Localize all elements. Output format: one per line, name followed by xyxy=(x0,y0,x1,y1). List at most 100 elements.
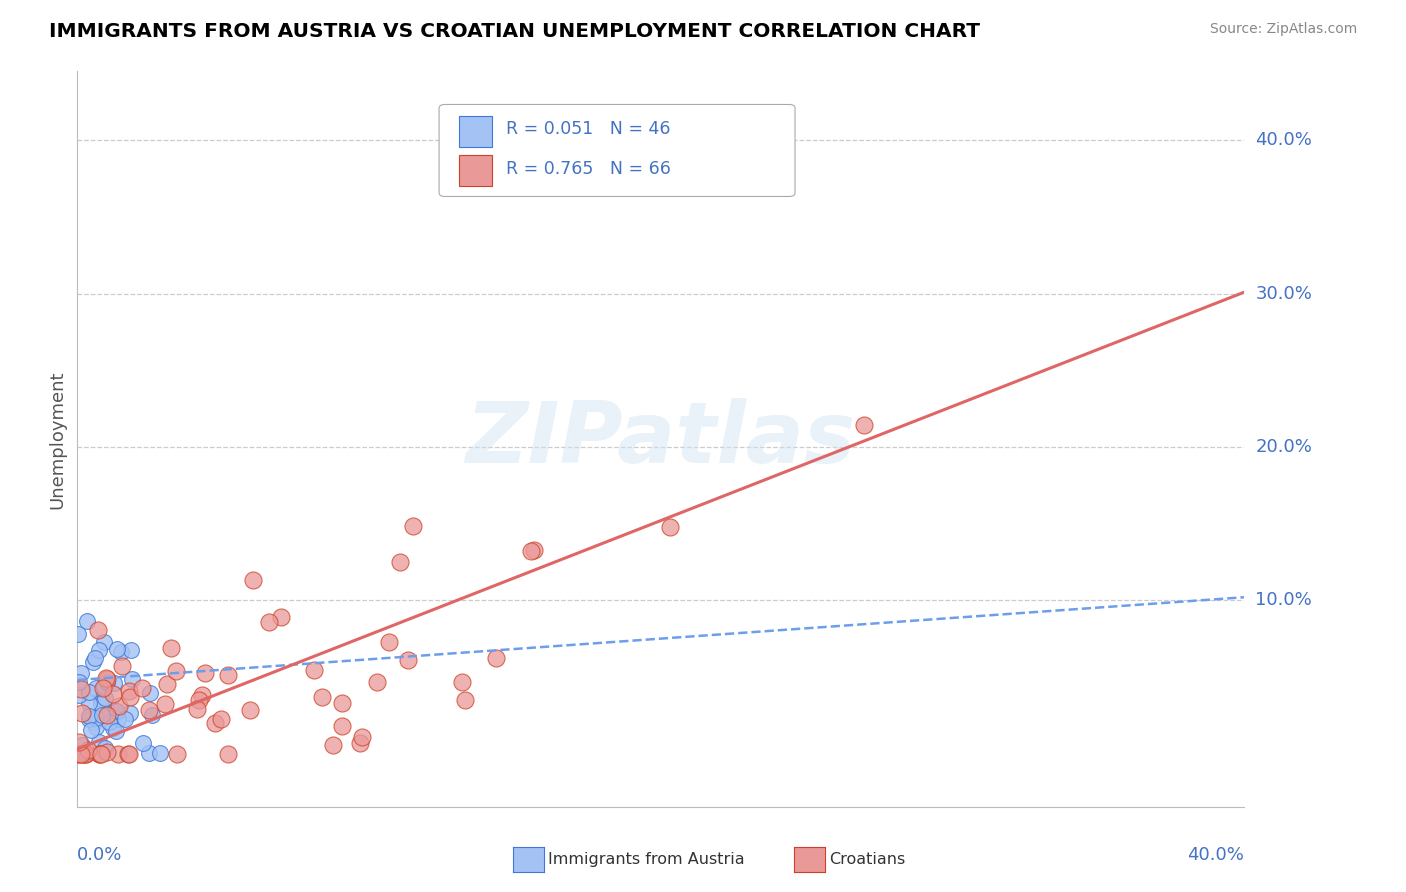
Point xyxy=(89,747,111,761)
Point xyxy=(322,738,344,752)
Point xyxy=(204,715,226,730)
Point xyxy=(165,664,187,678)
Point xyxy=(105,724,128,739)
Text: 40.0%: 40.0% xyxy=(1256,131,1312,149)
Text: 10.0%: 10.0% xyxy=(1256,591,1312,609)
Point xyxy=(91,681,114,695)
Point xyxy=(66,627,89,641)
Point xyxy=(77,743,100,757)
Point xyxy=(852,417,875,432)
FancyBboxPatch shape xyxy=(439,104,794,196)
Point xyxy=(101,688,124,702)
Point xyxy=(70,747,93,761)
Point xyxy=(114,712,136,726)
Point xyxy=(89,643,111,657)
Point xyxy=(77,708,100,723)
Text: 0.0%: 0.0% xyxy=(77,847,122,864)
Point xyxy=(86,719,108,733)
Point xyxy=(311,690,333,705)
Point xyxy=(209,712,232,726)
Point xyxy=(72,706,94,720)
Point xyxy=(118,747,141,761)
Point xyxy=(103,675,125,690)
Point xyxy=(366,674,388,689)
Point xyxy=(67,747,90,761)
Point xyxy=(138,704,160,718)
Point xyxy=(89,747,111,761)
Point xyxy=(82,655,104,669)
Point xyxy=(72,738,94,752)
Point xyxy=(523,543,546,558)
Point xyxy=(94,690,117,705)
Point xyxy=(186,702,208,716)
Point xyxy=(149,746,172,760)
Point xyxy=(67,675,90,690)
Point xyxy=(519,544,541,558)
Text: Immigrants from Austria: Immigrants from Austria xyxy=(548,853,745,867)
Text: ZIPatlas: ZIPatlas xyxy=(465,398,856,481)
Point xyxy=(93,680,115,694)
Point xyxy=(97,715,120,730)
Point xyxy=(96,672,118,686)
Point xyxy=(257,615,280,630)
Point xyxy=(67,688,90,702)
Point xyxy=(105,642,128,657)
Point xyxy=(141,708,163,723)
Point xyxy=(84,681,107,696)
Point xyxy=(242,574,264,588)
Point xyxy=(349,736,371,750)
Point xyxy=(330,719,353,733)
Point xyxy=(302,663,325,677)
Point xyxy=(239,703,262,717)
Point xyxy=(70,682,93,697)
Point xyxy=(76,747,98,761)
Point xyxy=(76,615,98,629)
Point xyxy=(396,653,419,667)
Point xyxy=(67,735,90,749)
Point xyxy=(90,697,112,711)
Text: 40.0%: 40.0% xyxy=(1188,847,1244,864)
Point xyxy=(352,730,374,744)
Point xyxy=(86,711,108,725)
Point xyxy=(131,681,153,695)
Point xyxy=(217,668,239,682)
Point xyxy=(77,697,100,711)
Point xyxy=(83,714,105,729)
Point xyxy=(166,747,188,761)
Point xyxy=(121,673,143,687)
Point xyxy=(89,747,111,761)
Point xyxy=(108,698,131,713)
Point xyxy=(402,518,425,533)
Point xyxy=(191,688,214,702)
Text: Source: ZipAtlas.com: Source: ZipAtlas.com xyxy=(1209,22,1357,37)
Point xyxy=(110,645,132,659)
Point xyxy=(96,671,118,685)
Point xyxy=(87,735,110,749)
Point xyxy=(153,697,176,711)
Point xyxy=(90,690,112,705)
Point xyxy=(107,747,129,761)
Point xyxy=(156,677,179,691)
Point xyxy=(138,747,160,761)
Point xyxy=(72,747,94,761)
Point xyxy=(194,666,217,681)
Point xyxy=(67,747,90,761)
Point xyxy=(87,623,110,637)
Point xyxy=(94,740,117,755)
Point xyxy=(217,747,239,761)
Point xyxy=(454,692,477,706)
Point xyxy=(117,747,139,761)
Point xyxy=(120,690,142,704)
Point xyxy=(72,747,94,761)
Point xyxy=(96,674,118,689)
Point xyxy=(79,712,101,726)
Point xyxy=(101,721,124,735)
Point xyxy=(91,708,114,723)
Point xyxy=(485,651,508,665)
Text: Croatians: Croatians xyxy=(830,853,905,867)
Text: IMMIGRANTS FROM AUSTRIA VS CROATIAN UNEMPLOYMENT CORRELATION CHART: IMMIGRANTS FROM AUSTRIA VS CROATIAN UNEM… xyxy=(49,22,980,41)
Point xyxy=(132,736,155,750)
Point xyxy=(104,704,127,718)
Point xyxy=(80,723,103,738)
Text: 30.0%: 30.0% xyxy=(1256,285,1312,302)
